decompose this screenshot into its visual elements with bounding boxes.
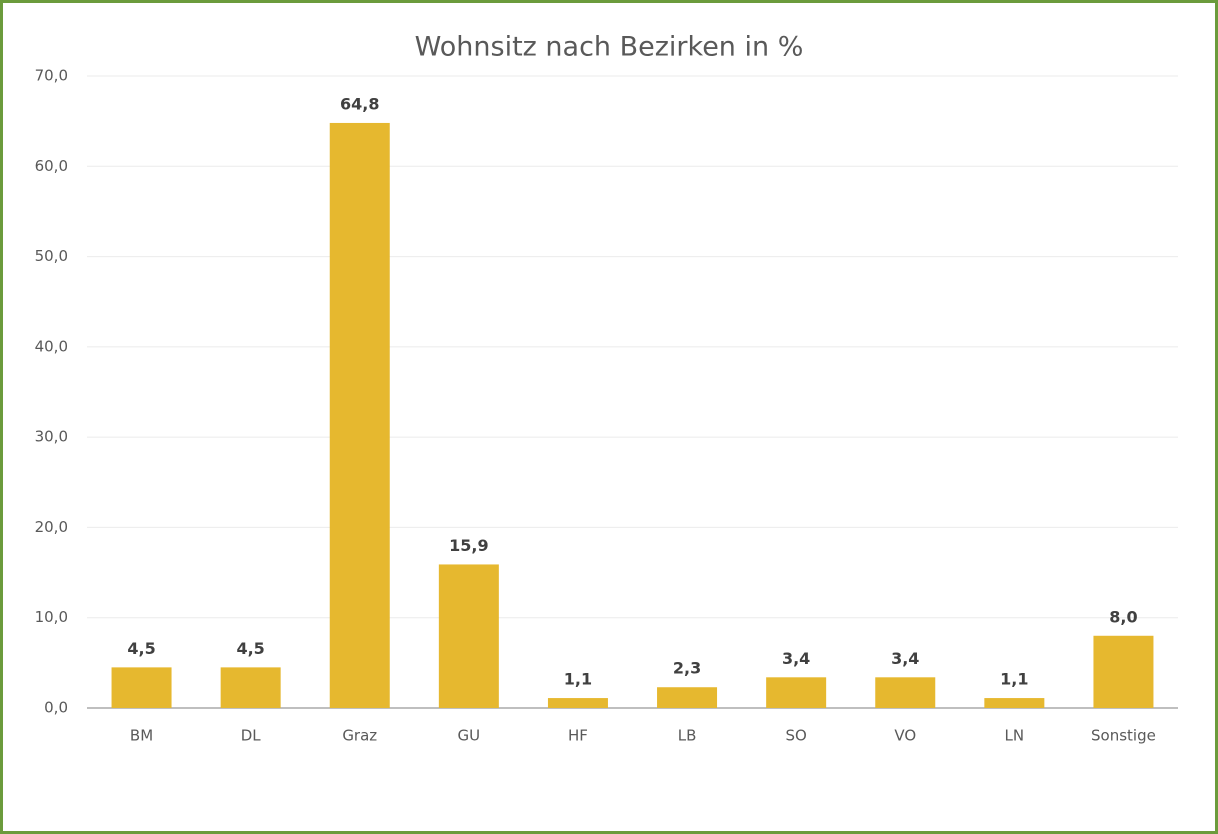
y-tick-label: 40,0 <box>35 337 68 355</box>
data-label: 15,9 <box>449 536 488 555</box>
data-label: 2,3 <box>673 659 701 678</box>
data-label: 8,0 <box>1109 607 1137 626</box>
x-tick-label: HF <box>568 727 588 745</box>
data-label: 1,1 <box>564 670 592 689</box>
data-label: 3,4 <box>782 649 810 668</box>
bar <box>438 564 499 708</box>
x-tick-label: LN <box>1005 727 1025 745</box>
x-tick-label: SO <box>785 727 806 745</box>
bar <box>766 677 827 708</box>
y-tick-label: 70,0 <box>35 67 68 85</box>
x-tick-label: BM <box>130 727 153 745</box>
x-tick-label: Sonstige <box>1091 727 1156 745</box>
bar <box>1093 635 1154 708</box>
bar <box>329 122 390 709</box>
bar <box>984 698 1045 708</box>
y-tick-label: 10,0 <box>35 608 68 626</box>
y-tick-label: 50,0 <box>35 247 68 265</box>
bar <box>875 677 936 708</box>
data-label: 64,8 <box>340 94 379 113</box>
x-tick-label: LB <box>678 727 697 745</box>
y-tick-label: 0,0 <box>44 699 68 717</box>
x-tick-label: GU <box>458 727 481 745</box>
bar <box>220 667 281 708</box>
bar <box>111 667 172 708</box>
chart-title: Wohnsitz nach Bezirken in % <box>415 32 804 63</box>
x-tick-label: DL <box>241 727 262 745</box>
y-tick-label: 20,0 <box>35 518 68 536</box>
data-label: 1,1 <box>1000 670 1028 689</box>
y-tick-label: 60,0 <box>35 157 68 175</box>
x-tick-label: VO <box>894 727 916 745</box>
data-label: 4,5 <box>236 639 264 658</box>
y-tick-label: 30,0 <box>35 428 68 446</box>
bar <box>657 687 718 708</box>
data-label: 3,4 <box>891 649 919 668</box>
x-tick-label: Graz <box>342 727 377 745</box>
bar <box>547 698 608 708</box>
data-label: 4,5 <box>127 639 155 658</box>
